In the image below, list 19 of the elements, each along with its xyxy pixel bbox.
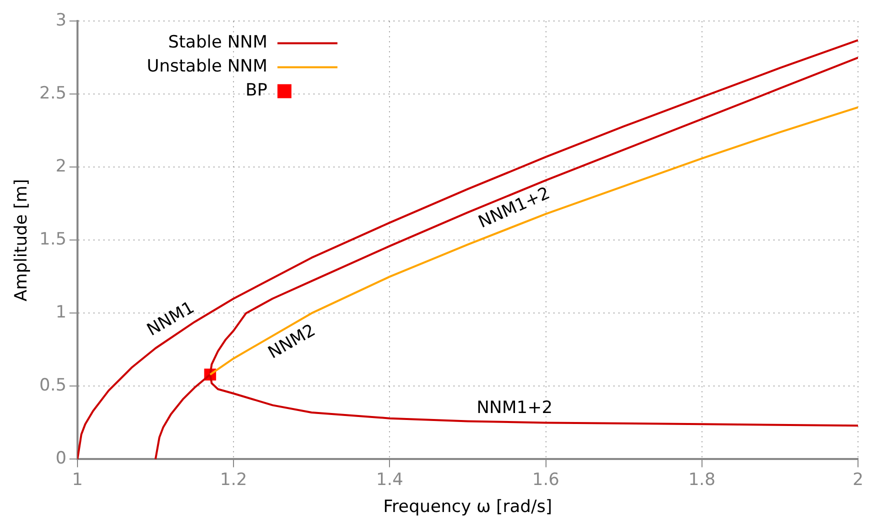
y-tick-label: 0 — [56, 448, 66, 469]
x-tick-label: 1.4 — [376, 470, 404, 490]
legend-label: Unstable NNM — [146, 56, 268, 77]
y-tick-label: 2 — [56, 156, 66, 177]
y-tick-label: 1 — [56, 302, 66, 323]
y-axis-title: Amplitude [m] — [12, 179, 32, 302]
annotation: NNM1+2 — [476, 398, 553, 418]
x-tick-label: 1.2 — [220, 470, 248, 490]
x-tick-label: 1 — [72, 470, 83, 490]
legend-label: BP — [246, 80, 268, 101]
x-tick-label: 2 — [852, 470, 864, 490]
y-tick-label: 0.5 — [39, 376, 66, 396]
y-tick-label: 1.5 — [39, 230, 66, 250]
x-tick-label: 1.8 — [688, 470, 716, 490]
x-axis-title: Frequency ω [rad/s] — [383, 497, 552, 518]
legend-label: Stable NNM — [168, 32, 268, 53]
x-tick-label: 1.6 — [532, 470, 560, 490]
y-tick-label: 3 — [56, 10, 66, 31]
y-tick-label: 2.5 — [39, 84, 66, 104]
